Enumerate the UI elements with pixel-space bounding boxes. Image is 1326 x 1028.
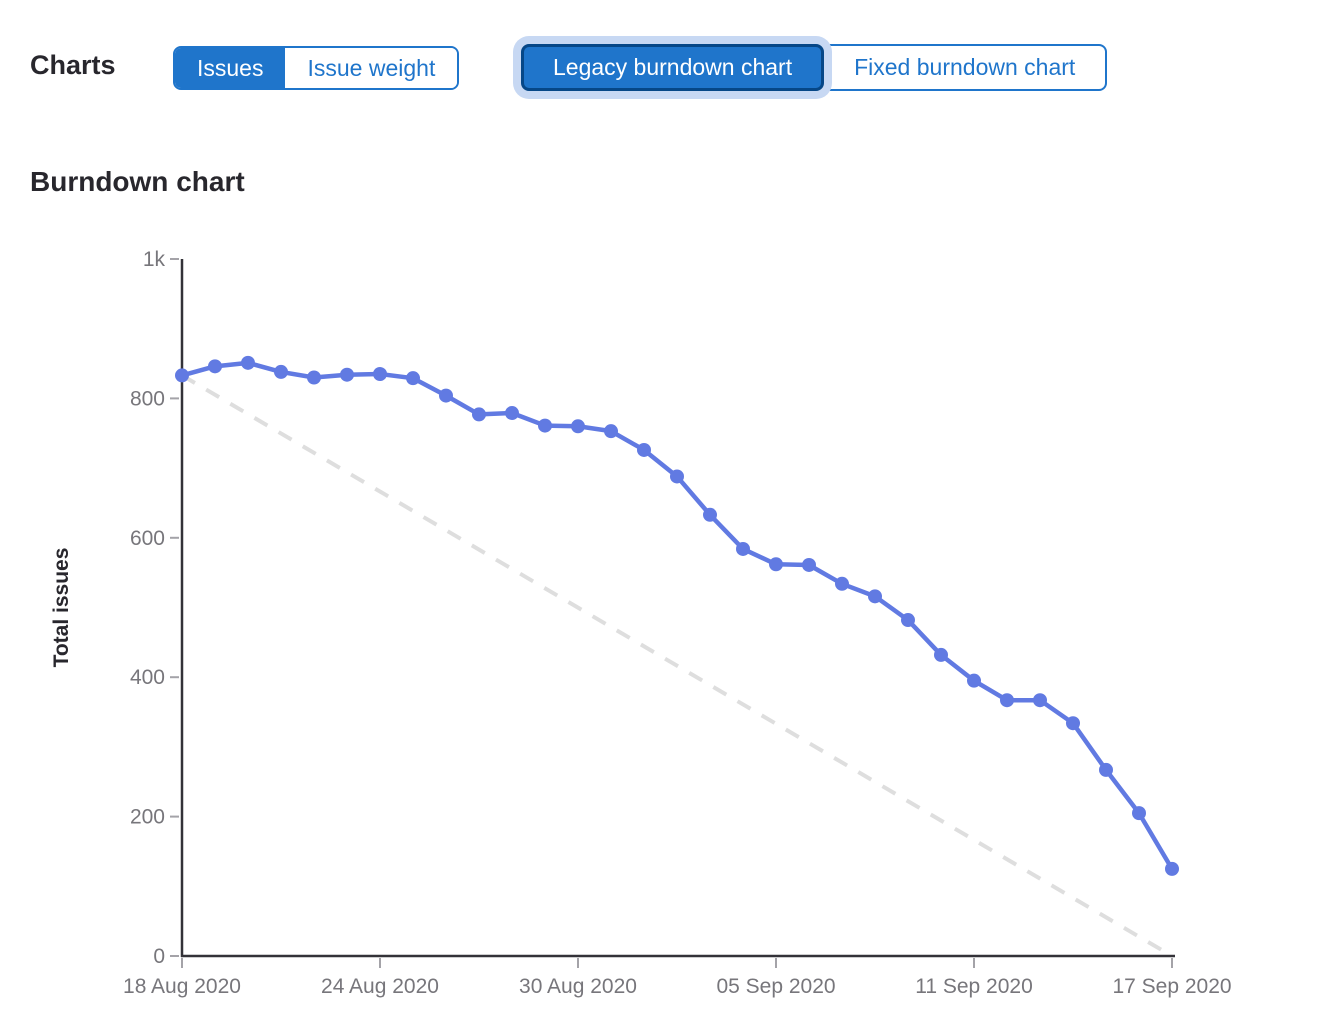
data-point	[1132, 806, 1146, 821]
data-point	[241, 355, 255, 370]
data-point	[208, 359, 222, 374]
ideal-burndown-guideline	[180, 373, 1174, 958]
data-point	[373, 367, 387, 382]
data-point	[868, 589, 882, 604]
page-title: Burndown chart	[30, 166, 245, 197]
data-point	[901, 613, 915, 628]
data-point	[1165, 861, 1179, 876]
data-point	[406, 371, 420, 386]
x-tick-label: 18 Aug 2020	[123, 975, 241, 998]
data-point	[835, 576, 849, 591]
y-tick-label: 0	[153, 945, 165, 968]
fixed-burndown-chart-button[interactable]: Fixed burndown chart	[824, 44, 1108, 91]
data-point	[439, 388, 453, 403]
data-point	[967, 673, 981, 688]
data-point	[736, 541, 750, 556]
y-tick-label: 400	[130, 666, 165, 689]
y-tick-label: 800	[130, 387, 165, 410]
y-tick-label: 600	[130, 527, 165, 550]
data-point	[538, 418, 552, 433]
charts-label: Charts	[30, 50, 116, 80]
y-tick-label: 200	[130, 806, 165, 829]
legacy-burndown-chart-button[interactable]: Legacy burndown chart	[521, 44, 825, 91]
issue-weight-toggle-button[interactable]: Issue weight	[285, 48, 458, 88]
data-point	[1066, 716, 1080, 731]
data-point	[307, 370, 321, 385]
data-point	[571, 419, 585, 434]
data-point	[703, 507, 717, 522]
data-point	[340, 367, 354, 382]
data-point	[1033, 693, 1047, 708]
data-point	[1099, 762, 1113, 777]
chart-type-toggle-group: Legacy burndown chart Fixed burndown cha…	[521, 44, 1108, 91]
x-tick-label: 05 Sep 2020	[716, 975, 835, 998]
issues-toggle-button[interactable]: Issues	[175, 48, 286, 88]
x-tick-label: 24 Aug 2020	[321, 975, 439, 998]
data-point	[769, 557, 783, 572]
x-tick-label: 17 Sep 2020	[1112, 975, 1231, 998]
total-issues-line	[179, 360, 1175, 872]
data-point	[934, 647, 948, 662]
data-point	[505, 406, 519, 421]
x-tick-label: 11 Sep 2020	[915, 975, 1033, 998]
data-point	[670, 469, 684, 484]
data-point	[472, 407, 486, 422]
data-point	[802, 557, 816, 572]
data-point	[604, 424, 618, 439]
x-tick-label: 30 Aug 2020	[519, 975, 637, 998]
y-axis-title: Total issues	[50, 548, 73, 668]
data-point	[175, 368, 189, 383]
y-tick-label: 1k	[143, 248, 166, 271]
data-point	[1000, 693, 1014, 708]
data-point	[274, 364, 288, 379]
metric-toggle-group: Issues Issue weight	[173, 46, 460, 90]
data-point	[637, 442, 651, 457]
